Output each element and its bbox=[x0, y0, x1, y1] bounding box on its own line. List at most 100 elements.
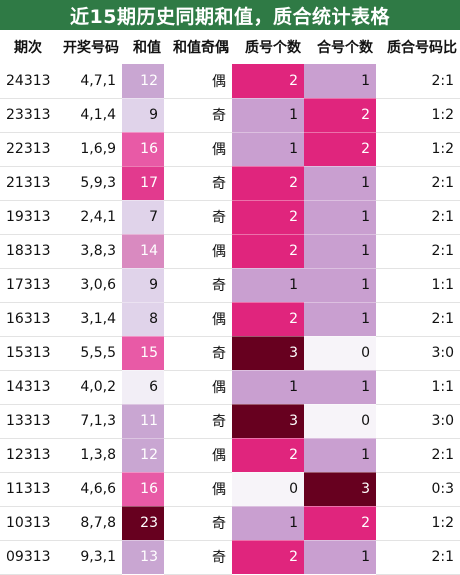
cell-ratio: 0:3 bbox=[376, 472, 460, 507]
cell-sum-parity: 奇 bbox=[164, 336, 232, 371]
cell-issue: 11313 bbox=[0, 472, 56, 507]
cell-prime-count: 0 bbox=[232, 472, 304, 507]
cell-prime-count: 2 bbox=[232, 234, 304, 269]
cell-sum-parity: 奇 bbox=[164, 540, 232, 575]
cell-sum-parity: 偶 bbox=[164, 438, 232, 473]
cell-ratio: 1:2 bbox=[376, 98, 460, 133]
cell-composite-count: 3 bbox=[304, 472, 376, 507]
cell-issue: 21313 bbox=[0, 166, 56, 201]
cell-composite-count: 1 bbox=[304, 166, 376, 201]
table-row: 09313 9,3,1 13 奇 2 1 2:1 bbox=[0, 540, 460, 575]
header-issue: 期次 bbox=[0, 30, 56, 64]
table-row: 22313 1,6,9 16 偶 1 2 1:2 bbox=[0, 132, 460, 167]
header-ratio: 质合号码比 bbox=[376, 30, 460, 64]
cell-numbers: 4,1,4 bbox=[56, 98, 122, 133]
cell-issue: 23313 bbox=[0, 98, 56, 133]
cell-sum: 13 bbox=[122, 540, 164, 575]
cell-sum-parity: 奇 bbox=[164, 506, 232, 541]
cell-sum-parity: 奇 bbox=[164, 98, 232, 133]
cell-sum: 15 bbox=[122, 336, 164, 371]
cell-prime-count: 1 bbox=[232, 506, 304, 541]
cell-sum-parity: 奇 bbox=[164, 166, 232, 201]
cell-ratio: 1:1 bbox=[376, 370, 460, 405]
cell-composite-count: 1 bbox=[304, 438, 376, 473]
header-prime-count: 质号个数 bbox=[232, 30, 304, 64]
cell-sum: 16 bbox=[122, 472, 164, 507]
cell-sum: 9 bbox=[122, 98, 164, 133]
cell-composite-count: 1 bbox=[304, 234, 376, 269]
table-row: 13313 7,1,3 11 奇 3 0 3:0 bbox=[0, 404, 460, 439]
cell-composite-count: 1 bbox=[304, 540, 376, 575]
header-composite-count: 合号个数 bbox=[304, 30, 376, 64]
cell-sum: 6 bbox=[122, 370, 164, 405]
cell-composite-count: 2 bbox=[304, 98, 376, 133]
cell-numbers: 5,5,5 bbox=[56, 336, 122, 371]
cell-numbers: 4,0,2 bbox=[56, 370, 122, 405]
cell-sum: 7 bbox=[122, 200, 164, 235]
cell-ratio: 2:1 bbox=[376, 200, 460, 235]
cell-issue: 24313 bbox=[0, 64, 56, 99]
table-row: 17313 3,0,6 9 奇 1 1 1:1 bbox=[0, 268, 460, 303]
cell-numbers: 2,4,1 bbox=[56, 200, 122, 235]
cell-sum-parity: 奇 bbox=[164, 404, 232, 439]
cell-prime-count: 3 bbox=[232, 404, 304, 439]
cell-prime-count: 2 bbox=[232, 438, 304, 473]
cell-numbers: 1,3,8 bbox=[56, 438, 122, 473]
cell-ratio: 3:0 bbox=[376, 336, 460, 371]
cell-issue: 17313 bbox=[0, 268, 56, 303]
cell-ratio: 2:1 bbox=[376, 234, 460, 269]
cell-sum-parity: 偶 bbox=[164, 370, 232, 405]
cell-numbers: 4,7,1 bbox=[56, 64, 122, 99]
cell-ratio: 2:1 bbox=[376, 302, 460, 337]
cell-sum-parity: 偶 bbox=[164, 64, 232, 99]
header-sum: 和值 bbox=[122, 30, 164, 64]
cell-sum: 16 bbox=[122, 132, 164, 167]
cell-sum-parity: 偶 bbox=[164, 132, 232, 167]
header-numbers: 开奖号码 bbox=[56, 30, 122, 64]
cell-issue: 15313 bbox=[0, 336, 56, 371]
cell-sum: 23 bbox=[122, 506, 164, 541]
cell-composite-count: 1 bbox=[304, 268, 376, 303]
cell-composite-count: 1 bbox=[304, 64, 376, 99]
cell-ratio: 1:1 bbox=[376, 268, 460, 303]
cell-ratio: 2:1 bbox=[376, 438, 460, 473]
cell-issue: 12313 bbox=[0, 438, 56, 473]
cell-sum: 12 bbox=[122, 438, 164, 473]
cell-issue: 13313 bbox=[0, 404, 56, 439]
cell-sum: 8 bbox=[122, 302, 164, 337]
cell-prime-count: 2 bbox=[232, 200, 304, 235]
cell-prime-count: 2 bbox=[232, 540, 304, 575]
cell-ratio: 1:2 bbox=[376, 132, 460, 167]
cell-composite-count: 0 bbox=[304, 404, 376, 439]
cell-issue: 10313 bbox=[0, 506, 56, 541]
cell-numbers: 3,8,3 bbox=[56, 234, 122, 269]
cell-sum-parity: 奇 bbox=[164, 268, 232, 303]
cell-numbers: 4,6,6 bbox=[56, 472, 122, 507]
table-row: 24313 4,7,1 12 偶 2 1 2:1 bbox=[0, 64, 460, 99]
cell-numbers: 1,6,9 bbox=[56, 132, 122, 167]
cell-prime-count: 1 bbox=[232, 98, 304, 133]
cell-issue: 16313 bbox=[0, 302, 56, 337]
cell-sum-parity: 偶 bbox=[164, 234, 232, 269]
cell-sum: 9 bbox=[122, 268, 164, 303]
cell-issue: 09313 bbox=[0, 540, 56, 575]
stats-table: 期次 开奖号码 和值 和值奇偶 质号个数 合号个数 质合号码比 24313 4,7… bbox=[0, 30, 460, 575]
cell-prime-count: 1 bbox=[232, 268, 304, 303]
cell-ratio: 1:2 bbox=[376, 506, 460, 541]
cell-numbers: 3,1,4 bbox=[56, 302, 122, 337]
table-row: 15313 5,5,5 15 奇 3 0 3:0 bbox=[0, 336, 460, 371]
cell-prime-count: 3 bbox=[232, 336, 304, 371]
cell-sum-parity: 偶 bbox=[164, 302, 232, 337]
table-row: 18313 3,8,3 14 偶 2 1 2:1 bbox=[0, 234, 460, 269]
cell-ratio: 2:1 bbox=[376, 166, 460, 201]
cell-prime-count: 2 bbox=[232, 166, 304, 201]
table-row: 23313 4,1,4 9 奇 1 2 1:2 bbox=[0, 98, 460, 133]
cell-ratio: 2:1 bbox=[376, 64, 460, 99]
header-sum-parity: 和值奇偶 bbox=[164, 30, 232, 64]
cell-composite-count: 2 bbox=[304, 506, 376, 541]
table-row: 14313 4,0,2 6 偶 1 1 1:1 bbox=[0, 370, 460, 405]
cell-numbers: 3,0,6 bbox=[56, 268, 122, 303]
cell-sum-parity: 偶 bbox=[164, 472, 232, 507]
cell-numbers: 9,3,1 bbox=[56, 540, 122, 575]
cell-composite-count: 1 bbox=[304, 370, 376, 405]
